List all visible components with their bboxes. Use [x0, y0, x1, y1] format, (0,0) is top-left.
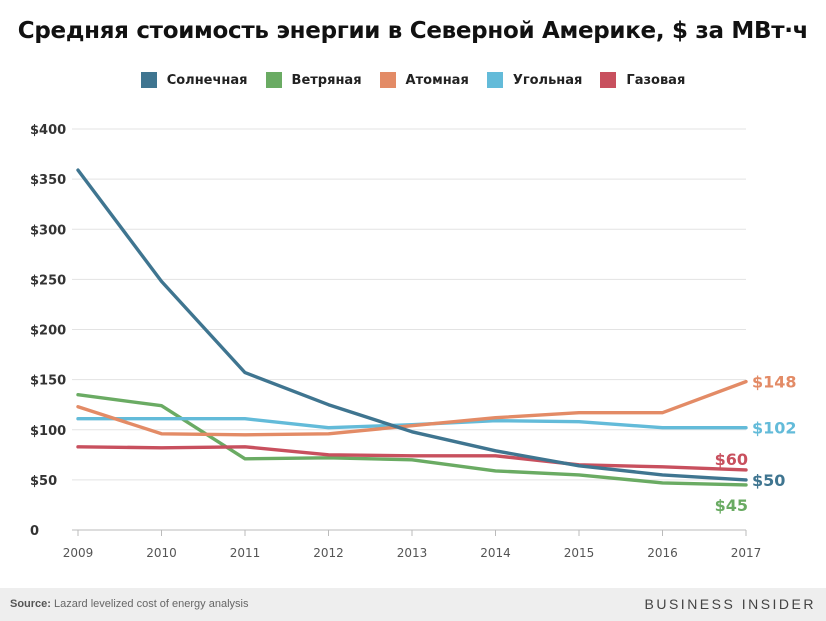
legend-label: Солнечная	[166, 72, 248, 88]
x-tick-label: 2012	[313, 546, 344, 560]
series-line	[76, 379, 748, 437]
legend-swatch	[600, 72, 617, 88]
legend-swatch	[379, 72, 396, 88]
brand-logo: BUSINESS INSIDER	[644, 596, 816, 612]
legend-label: Атомная	[405, 72, 469, 88]
end-value-label: $102	[752, 419, 797, 438]
y-tick-label: $150	[30, 374, 66, 389]
legend-item-2: Атомная	[379, 72, 469, 88]
legend-label: Ветряная	[291, 72, 362, 88]
y-tick-label: $200	[30, 324, 66, 339]
y-tick-label: $400	[30, 123, 66, 138]
x-tick-label: 2014	[480, 546, 511, 560]
x-tick-label: 2009	[63, 546, 94, 560]
footer: Source: Lazard levelized cost of energy …	[0, 588, 826, 621]
end-value-label: $45	[715, 496, 748, 515]
legend-label: Угольная	[512, 72, 583, 88]
y-tick-label: $50	[30, 474, 57, 489]
legend-item-0: Солнечная	[140, 72, 248, 88]
x-tick-label: 2011	[230, 546, 261, 560]
legend-swatch	[140, 72, 157, 88]
end-value-label: $50	[752, 471, 785, 490]
x-tick-label: 2015	[564, 546, 595, 560]
legend-item-3: Угольная	[486, 72, 583, 88]
series-line	[76, 445, 748, 472]
series-line	[76, 393, 748, 487]
line-chart: 0 $50 $100 $150 $200 $250 $300 $350 $400 2009 2010…	[30, 123, 797, 560]
x-tick-label: 2017	[731, 546, 762, 560]
source-label: Source:	[10, 598, 51, 610]
series-line	[76, 168, 748, 482]
legend-label: Газовая	[626, 72, 686, 88]
source-note: Source: Lazard levelized cost of energy …	[10, 598, 248, 610]
y-tick-label: $100	[30, 424, 66, 439]
legend-item-1: Ветряная	[265, 72, 362, 88]
chart-title: Средняя стоимость энергии в Северной Аме…	[17, 18, 809, 44]
y-tick-label: 0	[30, 524, 39, 539]
y-tick-label: $300	[30, 223, 66, 238]
x-tick-label: 2010	[146, 546, 177, 560]
x-tick-label: 2013	[397, 546, 428, 560]
end-value-label: $148	[752, 373, 797, 392]
legend-item-4: Газовая	[600, 72, 685, 88]
y-tick-label: $250	[30, 273, 66, 288]
source-text: Lazard levelized cost of energy analysis	[54, 598, 249, 610]
legend-swatch	[265, 72, 282, 88]
chart-legend: Солнечная Ветряная Атомная Угольная Газовая	[0, 72, 826, 88]
end-value-label: $60	[715, 450, 748, 469]
legend-swatch	[486, 72, 503, 88]
x-tick-label: 2016	[647, 546, 678, 560]
y-tick-label: $350	[30, 173, 66, 188]
